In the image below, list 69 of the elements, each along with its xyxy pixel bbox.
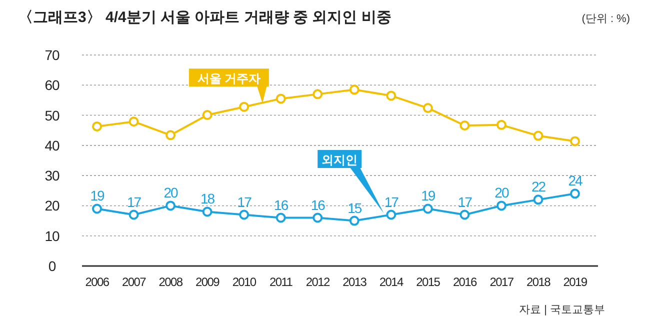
x-tick-label: 2011 [270,275,294,289]
point [312,89,323,100]
point [386,210,396,220]
y-tick-label: 20 [44,198,60,214]
data-label: 17 [384,194,400,210]
point [128,210,139,220]
x-tick-label: 2012 [306,275,330,289]
x-tick-label: 2019 [563,275,588,289]
point [422,103,433,114]
y-tick-label: 0 [48,258,56,274]
point [276,212,286,223]
x-tick-label: 2009 [196,275,220,289]
data-label: 17 [458,194,473,210]
x-tick-label: 2014 [379,275,404,289]
point [239,210,250,220]
data-label: 18 [200,190,216,207]
chart-title: 〈그래프3〉 4/4분기 서울 아파트 거래량 중 외지인 비중 [18,9,392,26]
point [533,194,544,205]
y-tick-label: 40 [44,137,60,154]
point [570,136,580,146]
y-tick-label: 50 [44,107,60,124]
point [533,130,544,141]
series-label: 서울 거주자 [197,72,261,86]
point [202,206,212,217]
point [460,120,470,131]
x-tick-label: 2007 [122,275,147,289]
data-label: 20 [164,184,179,201]
x-tick-label: 2017 [490,275,514,289]
point [92,204,102,214]
point [422,204,433,214]
x-tick-label: 2013 [342,275,368,289]
point [496,120,506,130]
point [570,188,580,199]
data-label: 22 [531,178,546,195]
data-label: 24 [568,172,583,189]
x-tick-label: 2015 [416,275,441,289]
y-tick-label: 30 [44,168,60,184]
data-label: 17 [237,194,252,210]
x-tick-label: 2006 [85,275,110,289]
data-label: 19 [90,188,105,204]
point [128,116,139,127]
y-tick-label: 10 [44,228,60,244]
x-tick-label: 2016 [452,275,478,289]
point [202,110,212,120]
point [312,212,323,223]
text: (단위 : %) [582,13,630,25]
x-tick-label: 2018 [526,275,552,289]
data-label: 17 [126,194,142,210]
point [496,200,506,211]
data-label: 16 [274,196,289,213]
point [166,200,176,211]
x-tick-label: 2010 [232,275,257,289]
text: 외지인 [322,152,358,167]
point [166,130,176,140]
point [386,90,396,101]
text: 자료 | 국토교통부 [519,304,605,316]
point [349,216,360,226]
y-tick-label: 70 [44,47,60,63]
data-label: 20 [494,184,510,201]
data-label: 19 [421,188,436,204]
point [92,121,102,132]
x-tick-label: 2008 [158,275,184,289]
point [349,84,360,95]
y-tick-label: 60 [44,77,60,94]
point [239,102,250,112]
point [276,94,286,104]
point [460,210,470,220]
data-label: 15 [348,200,362,216]
data-label: 16 [310,196,326,213]
